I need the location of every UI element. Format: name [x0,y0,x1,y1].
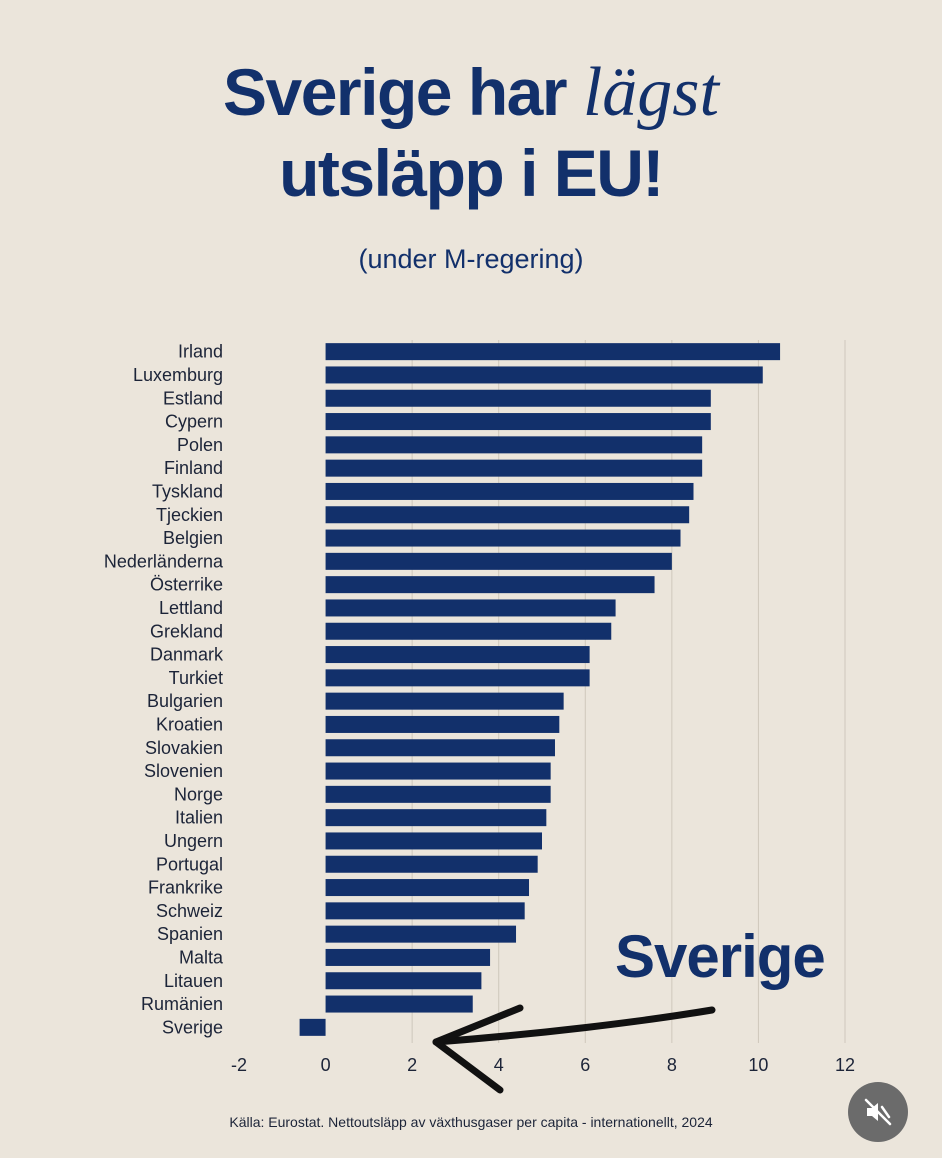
category-label: Cypern [165,412,223,432]
x-tick-label: 10 [748,1055,768,1075]
bar-italien [325,809,547,827]
category-label: Litauen [164,971,223,991]
category-label: Estland [163,388,223,408]
bar-norge [325,785,551,803]
mute-button[interactable] [848,1082,908,1142]
category-label: Luxemburg [133,365,223,385]
category-label: Rumänien [141,994,223,1014]
bar-litauen [325,972,482,990]
category-label: Kroatien [156,714,223,734]
bar-chart: Irland Luxemburg Estland Cypern Polen Finland… [104,340,855,1094]
speaker-muted-icon [864,1098,892,1126]
bar-finland [325,459,703,477]
title-emphasis: lägst [582,54,719,131]
bar-nederländerna [325,552,672,570]
bar-frankrike [325,879,530,897]
sverige-callout: Sverige [615,923,826,990]
bar-slovakien [325,739,555,757]
x-tick-label: -2 [231,1055,247,1075]
category-label: Danmark [150,645,224,665]
title-part-2: utsläpp i EU! [279,136,664,210]
x-tick-label: 12 [835,1055,855,1075]
bar-lettland [325,599,616,617]
category-label-layer: Irland Luxemburg Estland Cypern Polen Finland… [104,342,224,1038]
category-label: Nederländerna [104,551,224,571]
arrow-icon [432,1004,716,1094]
bar-malta [325,948,491,966]
category-label: Schweiz [156,901,223,921]
x-tick-label: 4 [494,1055,504,1075]
bar-spanien [325,925,517,943]
bar-irland [325,343,781,361]
chart-subtitle: (under M-regering) [358,244,584,274]
bar-grekland [325,622,612,640]
category-label: Norge [174,784,223,804]
bar-polen [325,436,703,454]
category-label: Irland [178,342,223,362]
category-label: Lettland [159,598,223,618]
category-label: Frankrike [148,878,223,898]
category-label: Belgien [163,528,223,548]
x-tick-label: 8 [667,1055,677,1075]
bar-ungern [325,832,542,850]
category-label: Tjeckien [156,505,223,525]
category-label: Polen [177,435,223,455]
category-label: Portugal [156,854,223,874]
tick-label-layer: -2 0 2 4 6 8 10 12 [231,1055,855,1075]
category-label: Finland [164,458,223,478]
bar-österrike [325,576,655,594]
bar-bulgarien [325,692,564,710]
bar-layer [299,343,781,1036]
category-label: Ungern [164,831,223,851]
bar-rumänien [325,995,473,1013]
bar-danmark [325,646,590,664]
category-label: Sverige [162,1017,223,1037]
category-label: Bulgarien [147,691,223,711]
category-label: Italien [175,808,223,828]
bar-sverige [299,1018,326,1036]
x-tick-label: 2 [407,1055,417,1075]
chart-title: Sverige har lägst utsläpp i EU! [0,52,942,213]
category-label: Malta [179,947,224,967]
bar-turkiet [325,669,590,687]
bar-tjeckien [325,506,690,524]
category-label: Slovenien [144,761,223,781]
bar-cypern [325,413,711,431]
bar-portugal [325,855,538,873]
category-label: Slovakien [145,738,223,758]
category-label: Turkiet [169,668,223,688]
category-label: Tyskland [152,481,223,501]
bar-kroatien [325,715,560,733]
bar-tyskland [325,482,694,500]
category-label: Österrike [150,575,223,595]
bar-schweiz [325,902,525,920]
bar-slovenien [325,762,551,780]
x-tick-label: 6 [580,1055,590,1075]
title-part-1: Sverige har [223,55,583,129]
category-label: Spanien [157,924,223,944]
x-tick-label: 0 [321,1055,331,1075]
category-label: Grekland [150,621,223,641]
bar-luxemburg [325,366,763,384]
bar-belgien [325,529,681,547]
bar-estland [325,389,711,407]
source-note: Källa: Eurostat. Nettoutsläpp av växthus… [229,1114,713,1130]
